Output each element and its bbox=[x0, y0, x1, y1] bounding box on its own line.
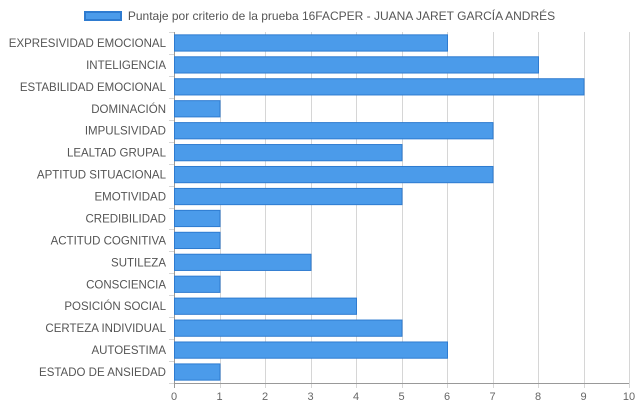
bar bbox=[174, 34, 448, 52]
bar bbox=[174, 209, 221, 228]
bar bbox=[174, 78, 585, 96]
y-tick-label: SUTILEZA bbox=[111, 257, 166, 269]
bar bbox=[174, 341, 448, 359]
bar bbox=[174, 275, 221, 293]
bar bbox=[174, 319, 403, 337]
y-tick-label: DOMINACIÓN bbox=[91, 103, 166, 116]
y-tick-label: CREDIBILIDAD bbox=[85, 213, 166, 225]
chart-legend[interactable]: Puntaje por criterio de la prueba 16FACP… bbox=[0, 6, 639, 26]
bar bbox=[174, 165, 494, 184]
bar bbox=[174, 231, 221, 250]
bar bbox=[174, 363, 221, 381]
y-tick-label: EXPRESIVIDAD EMOCIONAL bbox=[9, 38, 167, 50]
bar bbox=[174, 297, 357, 315]
legend-swatch bbox=[83, 11, 122, 21]
x-tick-label: 2 bbox=[262, 391, 268, 403]
y-tick-label: IMPULSIVIDAD bbox=[85, 126, 166, 138]
x-tick-label: 6 bbox=[444, 391, 450, 403]
y-tick-label: ACTITUD COGNITIVA bbox=[51, 235, 167, 247]
y-tick-label: AUTOESTIMA bbox=[91, 345, 166, 357]
x-tick-label: 9 bbox=[580, 391, 586, 403]
x-tick-label: 3 bbox=[307, 391, 313, 403]
x-tick-label: 0 bbox=[171, 391, 177, 403]
y-tick-label: CONSCIENCIA bbox=[86, 279, 166, 291]
legend-label: Puntaje por criterio de la prueba 16FACP… bbox=[127, 9, 556, 23]
y-tick-label: LEALTAD GRUPAL bbox=[67, 148, 167, 160]
bar bbox=[174, 253, 312, 271]
x-tick-label: 1 bbox=[216, 391, 222, 403]
x-tick-label: 8 bbox=[535, 391, 541, 403]
y-tick-label: INTELIGENCIA bbox=[86, 60, 166, 72]
bar bbox=[174, 187, 403, 206]
y-tick-label: ESTADO DE ANSIEDAD bbox=[39, 367, 166, 379]
x-tick-label: 10 bbox=[623, 391, 635, 403]
x-tick-label: 5 bbox=[398, 391, 404, 403]
y-tick-label: CERTEZA INDIVIDUAL bbox=[45, 323, 166, 335]
x-tick-label: 7 bbox=[489, 391, 495, 403]
x-tick-label: 4 bbox=[353, 391, 359, 403]
bar bbox=[174, 100, 221, 118]
bar bbox=[174, 144, 403, 162]
bar bbox=[174, 56, 539, 74]
bar bbox=[174, 122, 494, 140]
y-tick-label: EMOTIVIDAD bbox=[94, 192, 166, 204]
y-tick-label: APTITUD SITUACIONAL bbox=[37, 170, 167, 182]
y-tick-label: ESTABILIDAD EMOCIONAL bbox=[20, 82, 167, 94]
y-tick-label: POSICIÓN SOCIAL bbox=[64, 300, 166, 313]
